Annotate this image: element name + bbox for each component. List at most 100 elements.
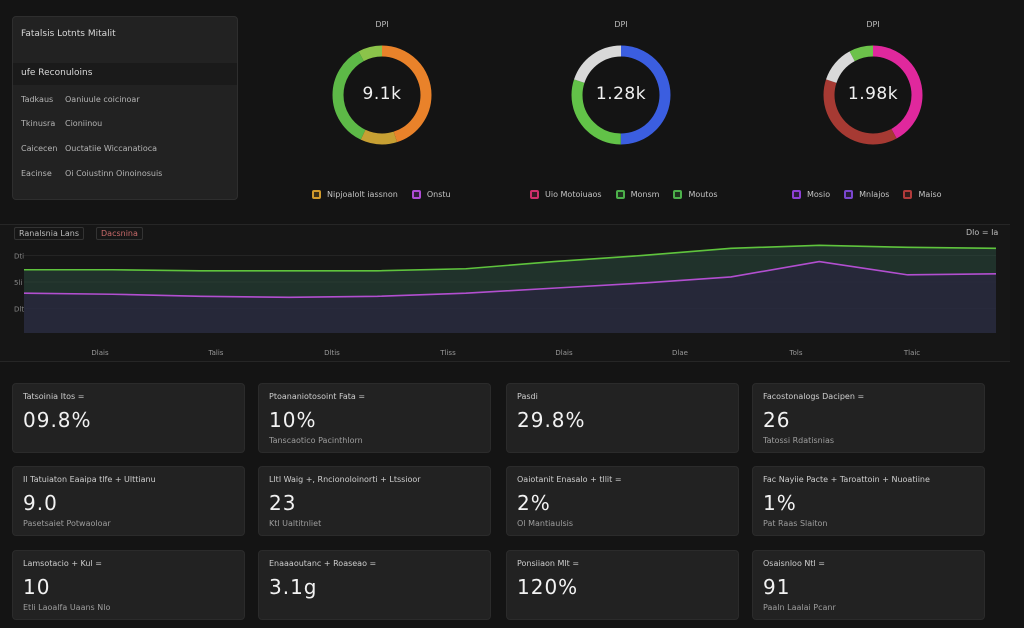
donut-segment — [571, 45, 671, 145]
x-tick-label: Talis — [208, 349, 224, 357]
panel-subtitle: ufe Reconuloins — [13, 63, 237, 85]
stat-card[interactable]: Oaiotanit Enasalo + tllit = 2% Ol Mantia… — [506, 466, 739, 536]
legend-swatch — [615, 190, 625, 199]
panel-row-key: Tadkaus — [21, 95, 54, 104]
donut-segment — [823, 45, 923, 145]
y-tick-label: 5li — [14, 279, 22, 287]
panel-row: Eacinse Oi Coiustinn Oinoinosuis — [21, 169, 162, 178]
stat-title: Osaisnloo Ntl = — [763, 559, 825, 568]
stat-sub: Tatossi Rdatisnias — [763, 436, 835, 445]
donut-segment — [332, 45, 432, 145]
legend-item[interactable]: Mosio — [792, 190, 830, 199]
x-tick-label: Dltis — [324, 349, 340, 357]
purple-series-line — [23, 260, 997, 299]
legend-swatch — [312, 190, 321, 199]
stat-sub: Pat Raas Slaiton — [763, 519, 828, 528]
legend-item[interactable]: Nipjoalolt iassnon — [312, 190, 398, 199]
stat-value: 10% — [269, 408, 317, 432]
legend-item[interactable]: Uio Motoiuaos — [530, 190, 602, 199]
donut-gauge-2: DPI 1.28k — [566, 20, 676, 150]
donut-gauge-1: DPI 9.1k — [327, 20, 437, 150]
stat-value: 26 — [763, 408, 791, 432]
stat-sub: Paaln Laalai Pcanr — [763, 603, 836, 612]
stat-card[interactable]: Tatsoinia Itos = 09.8% — [12, 383, 245, 453]
stat-value: 29.8% — [517, 408, 586, 432]
stat-card[interactable]: Pasdi 29.8% — [506, 383, 739, 453]
legend-label: Maiso — [918, 190, 942, 199]
info-panel: Fatalsis Lotnts Mitalit ufe Reconuloins … — [12, 16, 238, 200]
trend-chart: Dti 5li Dlt Dlais Talis Dltis Tliss Dlais Dlae To… — [14, 244, 997, 357]
stat-card[interactable]: Fac Nayiie Pacte + Taroattoin + Nuoatiin… — [752, 466, 985, 536]
purple-series-area — [24, 261, 996, 333]
stat-card[interactable]: Osaisnloo Ntl = 91 Paaln Laalai Pcanr — [752, 550, 985, 620]
legend-label: Monsm — [630, 190, 660, 199]
stat-title: Ptoananiotosoint Fata = — [269, 392, 366, 401]
stat-value: 23 — [269, 491, 297, 515]
stat-title: Fac Nayiie Pacte + Taroattoin + Nuoatiin… — [763, 475, 930, 484]
y-tick-label: Dti — [14, 252, 24, 260]
stat-card[interactable]: Ptoananiotosoint Fata = 10% Tanscaotico … — [258, 383, 491, 453]
chart-tab-primary[interactable]: Ranalsnia Lans — [14, 227, 84, 240]
x-tick-label: Tlaic — [903, 349, 920, 357]
legend-swatch — [792, 190, 801, 199]
legend-label: Uio Motoiuaos — [545, 190, 602, 199]
legend-item[interactable]: Monsm — [615, 190, 660, 199]
donut-gauge-3: DPI 1.98k — [818, 20, 928, 150]
donut-segment — [332, 45, 432, 145]
panel-row-value: Cioniinou — [65, 119, 103, 128]
donut-ring — [332, 45, 432, 145]
legend-item[interactable]: Moutos — [673, 190, 718, 199]
stat-title: Ponsiiaon Mlt = — [517, 559, 580, 568]
donut-value: 9.1k — [362, 84, 402, 104]
chart-tab-secondary[interactable]: Dacsnina — [96, 227, 143, 240]
donut-ring — [823, 45, 923, 145]
stat-card[interactable]: Enaaaoutanc + Roaseao = 3.1g — [258, 550, 491, 620]
legend-group-2: Uio Motoiuaos Monsm Moutos — [530, 190, 718, 199]
stat-value: 10 — [23, 575, 51, 599]
donut-segment — [823, 45, 923, 145]
legend-swatch — [530, 190, 539, 199]
stat-value: 91 — [763, 575, 791, 599]
stat-sub: Etli Laoalfa Uaans Nlo — [23, 603, 111, 612]
legend-label: Onstu — [426, 190, 451, 199]
stat-card[interactable]: Lamsotacio + Kul = 10 Etli Laoalfa Uaans… — [12, 550, 245, 620]
legend-group-1: Nipjoalolt iassnon Onstu — [312, 190, 451, 199]
legend-item[interactable]: Maiso — [903, 190, 942, 199]
green-series-line — [24, 244, 997, 272]
legend-group-3: Mosio Mnlajos Maiso — [792, 190, 942, 199]
stat-title: Tatsoinia Itos = — [23, 392, 85, 401]
donut-label: DPI — [866, 20, 880, 29]
panel-row: Tkinusra Cioniinou — [21, 119, 102, 128]
stat-title: Oaiotanit Enasalo + tllit = — [517, 475, 622, 484]
legend-label: Moutos — [688, 190, 718, 199]
legend-item[interactable]: Onstu — [411, 190, 451, 199]
stat-card[interactable]: Il Tatuiaton Eaaipa tlfe + Ulttianu 9.0 … — [12, 466, 245, 536]
stat-value: 9.0 — [23, 491, 58, 515]
x-tick-label: Dlais — [555, 349, 573, 357]
panel-title: Fatalsis Lotnts Mitalit — [21, 29, 116, 39]
panel-row-key: Caicecen — [21, 144, 58, 153]
legend-label: Mnlajos — [859, 190, 890, 199]
y-tick-label: Dlt — [14, 306, 24, 314]
stat-sub: Ktl Ualtitnliet — [269, 519, 322, 528]
stat-title: Lamsotacio + Kul = — [23, 559, 102, 568]
legend-swatch — [844, 190, 854, 199]
donut-ring — [571, 45, 671, 145]
stat-title: Enaaaoutanc + Roaseao = — [269, 559, 377, 568]
panel-row-value: Ouctatiie Wiccanatioca — [65, 144, 158, 153]
stat-value: 3.1g — [269, 575, 318, 599]
legend-item[interactable]: Mnlajos — [844, 190, 889, 199]
stat-title: Il Tatuiaton Eaaipa tlfe + Ulttianu — [23, 475, 156, 484]
stat-card[interactable]: Ponsiiaon Mlt = 120% — [506, 550, 739, 620]
stat-card[interactable]: Lltl Waig +, Rncionoloinorti + Ltssioor … — [258, 466, 491, 536]
stat-card[interactable]: Facostonalogs Dacipen = 26 Tatossi Rdati… — [752, 383, 985, 453]
stat-title: Lltl Waig +, Rncionoloinorti + Ltssioor — [269, 475, 421, 484]
stat-sub: Ol Mantiaulsis — [517, 519, 574, 528]
stat-title: Facostonalogs Dacipen = — [763, 392, 865, 401]
panel-row-value: Oi Coiustinn Oinoinosuis — [65, 169, 163, 178]
trend-chart-panel: Ranalsnia Lans Dacsnina Dlo = Ia Dti 5li D… — [0, 224, 1010, 362]
stat-sub: Pasetsaiet Potwaoloar — [23, 519, 111, 528]
stat-value: 2% — [517, 491, 551, 515]
legend-swatch — [903, 190, 913, 199]
legend-swatch — [673, 190, 683, 199]
